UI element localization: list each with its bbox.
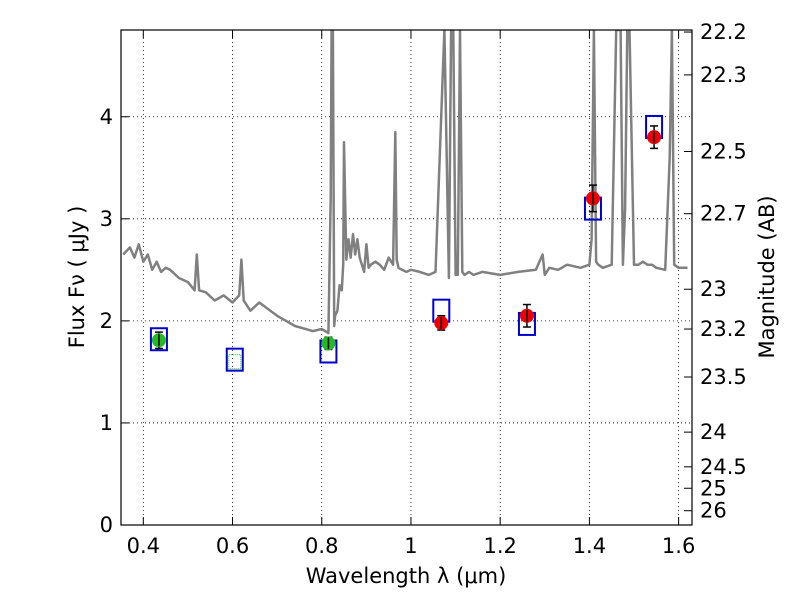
x-tick-label: 1.2 (483, 534, 516, 558)
magnitude-tick-label: 25 (700, 476, 727, 500)
x-tick-label: 1.6 (662, 534, 695, 558)
plot-area: 0.4 0.6 0.8 1 1.2 1.4 1.60123422.222.322.522.7… (100, 20, 747, 558)
magnitude-tick-label: 23.5 (700, 365, 747, 389)
magnitude-tick-label: 22.2 (700, 20, 747, 44)
x-axis-label: Wavelength λ (μm) (306, 564, 507, 588)
magnitude-tick-label: 26 (700, 499, 727, 523)
model-photometry-square (149, 327, 168, 352)
data-layer (122, 30, 688, 372)
x-tick-label: 1 (404, 534, 417, 558)
x-tick-label: 0.8 (305, 534, 338, 558)
magnitude-tick-label: 24.5 (700, 455, 747, 479)
right-axis-label: Magnitude (AB) (755, 195, 779, 358)
y-tick-label: 0 (100, 513, 113, 537)
y-tick-label: 2 (100, 309, 113, 333)
x-tick-label: 0.4 (127, 534, 160, 558)
y-tick-label: 3 (100, 207, 113, 231)
magnitude-tick-label: 22.7 (700, 202, 747, 226)
x-tick-label: 0.6 (216, 534, 249, 558)
x-tick-label: 1.4 (573, 534, 606, 558)
magnitude-tick-label: 23 (700, 277, 727, 301)
magnitude-tick-label: 23.2 (700, 317, 747, 341)
spectrum-line (122, 30, 688, 335)
magnitude-tick-label: 22.3 (700, 63, 747, 87)
y-axis-label: Flux Fν ( μJy ) (65, 206, 89, 349)
model-photometry-square (225, 347, 244, 372)
y-tick-label: 1 (100, 411, 113, 435)
upper-limit-marker (228, 354, 242, 370)
magnitude-tick-label: 22.5 (700, 139, 747, 163)
y-tick-label: 4 (100, 105, 113, 129)
magnitude-tick-label: 24 (700, 420, 727, 444)
axes-frame (120, 29, 693, 526)
